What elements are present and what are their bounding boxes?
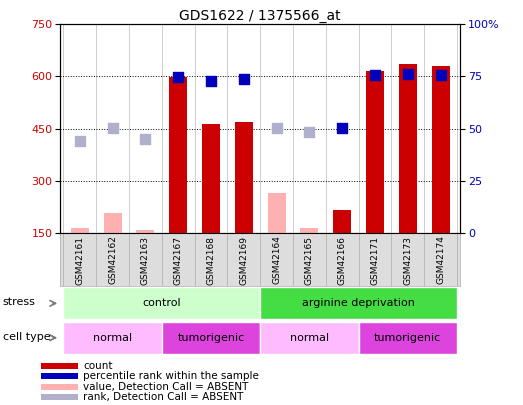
Text: GSM42162: GSM42162 — [108, 236, 117, 284]
Bar — [202, 124, 220, 233]
Point — [272, 124, 281, 131]
Text: tumorigenic: tumorigenic — [374, 333, 441, 343]
Text: stress: stress — [3, 297, 36, 307]
Text: count: count — [83, 361, 112, 371]
Text: GSM42171: GSM42171 — [370, 236, 380, 284]
Bar — [268, 193, 286, 233]
Point — [240, 76, 248, 83]
Bar — [359, 322, 457, 354]
Point — [76, 138, 84, 144]
Point — [338, 124, 346, 131]
Bar — [41, 394, 78, 401]
Text: control: control — [142, 298, 181, 308]
Bar — [235, 122, 253, 233]
Bar — [300, 228, 319, 233]
Bar — [169, 77, 187, 233]
Point — [108, 125, 117, 131]
Text: GSM42165: GSM42165 — [305, 236, 314, 284]
Text: normal: normal — [93, 333, 132, 343]
Title: GDS1622 / 1375566_at: GDS1622 / 1375566_at — [179, 9, 341, 23]
Bar — [104, 213, 122, 233]
Bar — [260, 288, 457, 319]
Point — [371, 72, 379, 79]
Text: GSM42161: GSM42161 — [75, 236, 84, 284]
Point — [404, 71, 412, 77]
Point — [305, 129, 314, 135]
Bar — [431, 66, 450, 233]
Bar — [41, 363, 78, 369]
Text: GSM42169: GSM42169 — [240, 236, 248, 284]
Text: rank, Detection Call = ABSENT: rank, Detection Call = ABSENT — [83, 392, 243, 402]
Text: GSM42163: GSM42163 — [141, 236, 150, 284]
Point — [141, 136, 150, 142]
Text: GSM42173: GSM42173 — [403, 236, 412, 284]
Bar — [137, 230, 154, 233]
Bar — [63, 322, 162, 354]
Text: cell type: cell type — [3, 332, 50, 342]
Text: GSM42166: GSM42166 — [338, 236, 347, 284]
Point — [207, 77, 215, 84]
Bar — [399, 64, 417, 233]
Bar — [366, 70, 384, 233]
Text: percentile rank within the sample: percentile rank within the sample — [83, 371, 259, 382]
Bar — [162, 322, 260, 354]
Text: value, Detection Call = ABSENT: value, Detection Call = ABSENT — [83, 382, 248, 392]
Bar — [41, 384, 78, 390]
Bar — [260, 322, 359, 354]
Bar — [333, 210, 351, 233]
Bar — [71, 228, 89, 233]
Point — [436, 71, 445, 78]
Text: tumorigenic: tumorigenic — [177, 333, 245, 343]
Text: GSM42168: GSM42168 — [207, 236, 215, 284]
Point — [174, 74, 183, 81]
Text: normal: normal — [290, 333, 329, 343]
Text: GSM42174: GSM42174 — [436, 236, 445, 284]
Text: arginine deprivation: arginine deprivation — [302, 298, 415, 308]
Text: GSM42164: GSM42164 — [272, 236, 281, 284]
Text: GSM42167: GSM42167 — [174, 236, 183, 284]
Bar — [63, 288, 260, 319]
Bar — [41, 373, 78, 379]
